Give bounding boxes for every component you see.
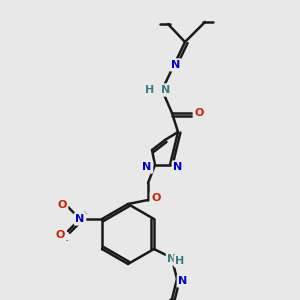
- Text: O: O: [56, 230, 64, 240]
- Text: N: N: [161, 85, 171, 95]
- Text: O: O: [58, 200, 66, 210]
- Text: N: N: [178, 276, 188, 286]
- Text: N: N: [171, 60, 181, 70]
- Text: H: H: [146, 85, 154, 95]
- Text: +: +: [81, 211, 87, 217]
- Text: N: N: [167, 254, 177, 264]
- Text: N: N: [161, 85, 171, 95]
- Text: N: N: [76, 214, 84, 224]
- Text: N: N: [142, 162, 152, 172]
- Text: N: N: [173, 162, 183, 172]
- Text: O: O: [55, 230, 65, 240]
- Text: −: −: [62, 238, 68, 244]
- Text: O: O: [194, 108, 204, 118]
- Text: H: H: [176, 256, 184, 266]
- Text: O: O: [151, 193, 161, 203]
- Text: H: H: [146, 85, 154, 95]
- Text: H: H: [176, 256, 184, 266]
- Text: O: O: [57, 200, 67, 210]
- Text: N: N: [142, 162, 152, 172]
- Text: N: N: [75, 214, 85, 224]
- Text: N: N: [171, 60, 181, 70]
- Text: N: N: [173, 162, 183, 172]
- Text: O: O: [151, 193, 161, 203]
- Text: N: N: [167, 254, 177, 264]
- Text: N: N: [178, 276, 188, 286]
- Text: O: O: [194, 108, 204, 118]
